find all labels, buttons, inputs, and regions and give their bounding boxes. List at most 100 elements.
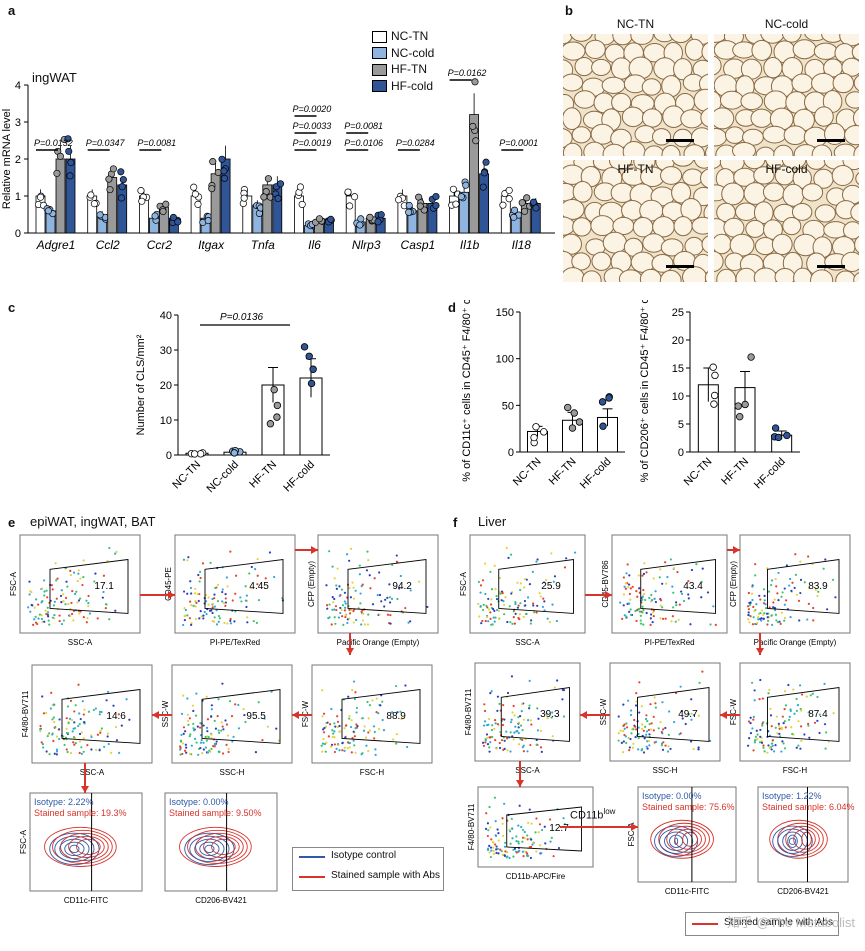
- adipocyte: [835, 270, 856, 282]
- data-point: [300, 343, 309, 351]
- event-dot: [323, 742, 327, 746]
- arrow-head: [152, 711, 159, 719]
- event-dot: [75, 590, 78, 593]
- event-dot: [752, 718, 755, 721]
- event-dot: [195, 692, 198, 695]
- event-dot: [623, 614, 626, 617]
- event-dot: [350, 608, 353, 611]
- event-dot: [250, 565, 253, 569]
- event-dot: [76, 579, 79, 583]
- gate-polygon: [506, 806, 582, 852]
- event-dot: [659, 721, 662, 724]
- event-dot: [404, 684, 407, 687]
- event-dot: [767, 744, 770, 747]
- event-dot: [488, 805, 491, 809]
- event-dot: [666, 575, 669, 579]
- event-dot: [47, 733, 50, 736]
- scale-bar: [666, 265, 694, 268]
- event-dot: [389, 622, 392, 625]
- event-dot: [818, 731, 821, 735]
- p-value: P=0.0136: [220, 312, 264, 323]
- event-dot: [407, 621, 410, 624]
- data-point: [510, 213, 518, 221]
- event-dot: [752, 605, 755, 609]
- event-dot: [221, 752, 225, 755]
- event-dot: [502, 600, 505, 603]
- event-dot: [493, 796, 497, 799]
- event-dot: [40, 601, 43, 604]
- event-dot: [72, 741, 75, 744]
- event-dot: [692, 747, 695, 751]
- event-dot: [199, 741, 203, 744]
- event-dot: [255, 621, 258, 624]
- event-dot: [512, 855, 515, 858]
- arrow-head: [605, 591, 612, 599]
- adipocyte: [698, 73, 708, 94]
- event-dot: [216, 583, 220, 586]
- data-point: [117, 168, 125, 176]
- gate-percent: 87.4: [808, 709, 828, 720]
- event-dot: [360, 623, 363, 626]
- x-axis-label: SSC-A: [515, 766, 540, 775]
- x-axis-label: CD11b-APC/Fire: [506, 872, 566, 881]
- event-dot: [484, 827, 488, 830]
- y-axis-label: SSC-W: [161, 700, 170, 727]
- event-dot: [747, 611, 750, 614]
- event-dot: [768, 606, 771, 609]
- event-dot: [807, 711, 810, 714]
- event-dot: [351, 688, 354, 692]
- event-dot: [490, 838, 493, 841]
- event-dot: [197, 599, 200, 603]
- event-dot: [639, 622, 643, 625]
- event-dot: [108, 618, 111, 621]
- event-dot: [179, 748, 182, 751]
- data-point: [240, 194, 248, 202]
- event-dot: [326, 721, 329, 724]
- event-dot: [494, 722, 497, 725]
- stained-percent: Stained sample: 9.50%: [169, 808, 262, 818]
- event-dot: [506, 691, 510, 695]
- event-dot: [215, 609, 218, 612]
- event-dot: [367, 558, 370, 562]
- event-dot: [645, 714, 648, 717]
- event-dot: [660, 730, 663, 734]
- event-dot: [769, 714, 773, 717]
- event-dot: [375, 697, 378, 700]
- event-dot: [190, 744, 193, 747]
- event-dot: [667, 733, 670, 736]
- category-label: Ccr2: [147, 238, 173, 252]
- event-dot: [762, 746, 765, 749]
- adipocyte: [714, 107, 735, 130]
- p-value: P=0.0162: [448, 68, 487, 78]
- event-dot: [198, 580, 201, 583]
- event-dot: [783, 619, 786, 622]
- event-dot: [636, 595, 639, 598]
- x-axis-label: SSC-A: [515, 638, 540, 647]
- event-dot: [87, 710, 91, 713]
- event-dot: [74, 592, 77, 596]
- data-point: [710, 391, 719, 400]
- event-dot: [128, 718, 131, 721]
- event-dot: [529, 622, 532, 625]
- event-dot: [40, 741, 43, 744]
- stained-swatch: [299, 876, 325, 878]
- gate-percent: 88.9: [386, 711, 406, 722]
- event-dot: [490, 588, 494, 591]
- event-dot: [676, 570, 679, 574]
- event-dot: [489, 826, 492, 829]
- contour-stained: [785, 825, 820, 853]
- event-dot: [503, 613, 506, 616]
- event-dot: [574, 551, 577, 554]
- event-dot: [760, 609, 763, 612]
- event-dot: [35, 598, 38, 601]
- y-axis-label: % of CD206⁺ cells in CD45⁺ F4/80⁺ cells: [640, 300, 651, 482]
- event-dot: [633, 718, 636, 722]
- event-dot: [628, 749, 631, 752]
- event-dot: [831, 578, 835, 581]
- data-point: [598, 398, 607, 406]
- plot-frame: [311, 664, 433, 764]
- event-dot: [629, 608, 632, 611]
- contour-stained: [52, 829, 113, 864]
- event-dot: [551, 603, 554, 606]
